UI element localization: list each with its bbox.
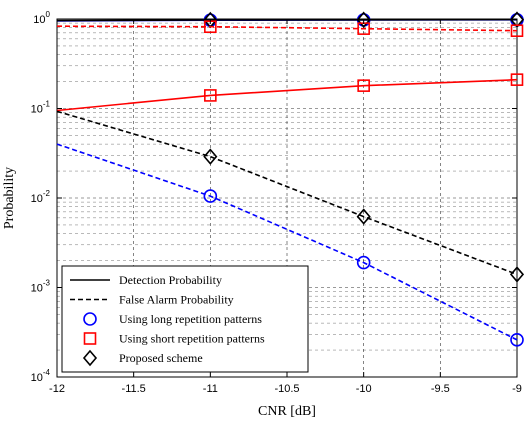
y-tick-label: 10-1: [31, 100, 51, 116]
x-tick-label: -11: [203, 383, 218, 395]
x-axis-label: CNR [dB]: [258, 404, 316, 419]
x-tick-label: -10: [356, 383, 372, 395]
data-point-long-false-alarm: [203, 189, 218, 203]
legend-diamond-marker: [82, 349, 98, 367]
axis-ticks: -12 -11.5 -11 -10.5 -10 -9.5 -9 10-4 10-3 10-2 10-…: [31, 10, 522, 395]
legend-label: Proposed scheme: [119, 351, 203, 365]
legend-square-marker: [83, 332, 97, 345]
series-line-short-detection: [56, 78, 518, 112]
data-point-short-detection: [510, 73, 524, 86]
series-line-short-false-alarm: [56, 25, 518, 32]
x-tick-label: -10.5: [274, 383, 299, 395]
data-point-proposed-false-alarm: [203, 148, 218, 165]
legend-label: Using short repetition patterns: [119, 332, 265, 346]
data-point-short-detection: [204, 89, 217, 102]
data-point-short-false-alarm: [510, 24, 524, 38]
legend: Detection Probability False Alarm Probabi…: [61, 265, 309, 373]
data-point-proposed-detection: [509, 11, 525, 28]
y-axis-label: Probability: [2, 167, 17, 229]
legend-label: False Alarm Probability: [119, 293, 234, 307]
data-point-long-false-alarm: [510, 333, 524, 347]
series-line-proposed-false-alarm: [56, 110, 518, 276]
data-point-proposed-detection: [356, 11, 371, 29]
data-point-long-false-alarm: [356, 255, 371, 270]
legend-circle-marker: [83, 312, 97, 326]
legend-label: Detection Probability: [119, 273, 222, 287]
x-tick-label: -12: [49, 383, 65, 395]
x-tick-label: -9.5: [431, 383, 450, 395]
y-tick-label: 100: [33, 10, 50, 26]
series-line-long-false-alarm: [56, 143, 518, 341]
y-tick-label: 10-4: [31, 368, 51, 384]
x-tick-label: -11.5: [122, 383, 146, 395]
legend-label: Using long repetition patterns: [119, 312, 262, 326]
legend-box: [61, 265, 309, 373]
data-point-short-detection: [357, 79, 370, 92]
data-point-proposed-false-alarm: [356, 208, 371, 225]
x-tick-label: -9: [512, 383, 522, 395]
y-tick-label: 10-3: [31, 279, 51, 295]
data-point-proposed-false-alarm: [509, 266, 525, 283]
y-tick-label: 10-2: [31, 189, 51, 205]
